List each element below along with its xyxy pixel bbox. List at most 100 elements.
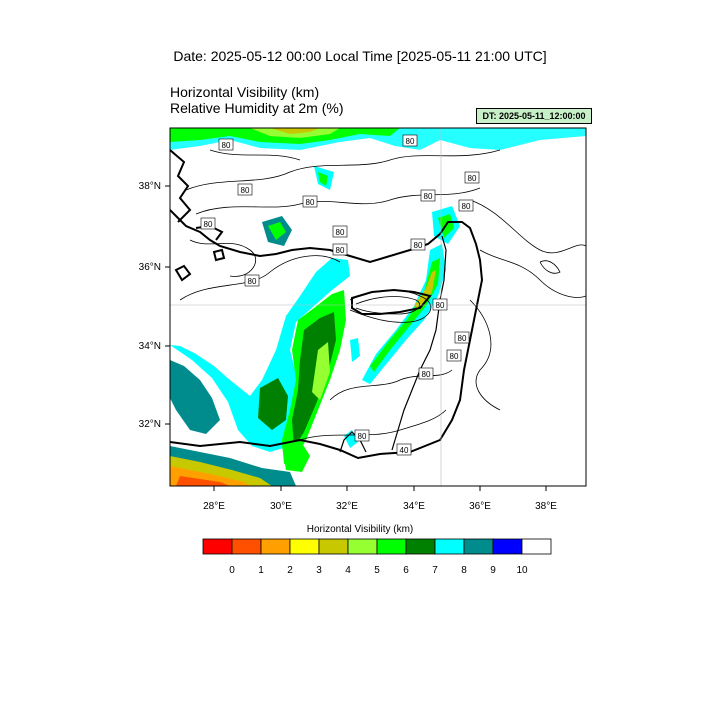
fog-band-north-peak	[270, 128, 320, 134]
contour-label-text: 80	[336, 228, 345, 237]
lon-tick-label: 30°E	[270, 501, 292, 512]
colorbar-tick-label: 2	[287, 565, 293, 576]
fog-region-west-green-patch	[258, 378, 288, 430]
colorbar-swatch	[289, 538, 320, 555]
contour-line	[189, 239, 256, 277]
fog-patch-turkey-1-core	[318, 172, 328, 186]
contour-label-text: 80	[458, 334, 467, 343]
colorbar-tick-label: 10	[516, 565, 528, 576]
contour-label: 80	[302, 195, 318, 208]
contour-label: 80	[354, 429, 370, 442]
colorbar-tick-label: 5	[374, 565, 380, 576]
colorbar-tick-label: 3	[316, 565, 322, 576]
fog-region-plume-light	[312, 342, 330, 400]
coastline-island-small	[212, 248, 226, 262]
lon-tick-label: 28°E	[203, 501, 225, 512]
contour-line	[209, 149, 301, 161]
fog-patch-sinai	[344, 430, 358, 448]
contour-line	[479, 249, 586, 298]
contour-label: 80	[446, 349, 462, 362]
contour-label-text: 80	[358, 432, 367, 441]
colorbar-swatch	[318, 538, 349, 555]
fog-nile-delta	[282, 440, 310, 472]
colorbar-swatch	[405, 538, 436, 555]
colorbar-title: Horizontal Visibility (km)	[306, 524, 414, 535]
contour-line	[329, 369, 453, 401]
colorbar-swatch	[231, 538, 262, 555]
contour-label: 80	[200, 217, 216, 230]
contour-label-text: 80	[306, 198, 315, 207]
colorbar-swatch	[434, 538, 465, 555]
contour-label: 80	[244, 274, 260, 287]
coastline-cyprus	[351, 288, 432, 315]
lat-tick-label: 38°N	[139, 181, 161, 192]
contour-label: 80	[464, 171, 480, 184]
lat-tick-label: 32°N	[139, 419, 161, 430]
contour-label: 80	[218, 138, 234, 151]
colorbar-swatch	[492, 538, 523, 555]
colorbar-swatch	[202, 538, 233, 555]
contour-label-text: 80	[450, 352, 459, 361]
lon-tick-label: 32°E	[336, 501, 358, 512]
map-frame	[169, 127, 587, 487]
fog-patch-sea	[350, 338, 360, 362]
fog-patch-aegean-core	[268, 222, 286, 240]
contour-label-box	[354, 429, 370, 442]
contour-label-box	[332, 225, 348, 238]
contour-line	[299, 409, 447, 441]
contour-label-text: 80	[204, 220, 213, 229]
contour-label: 80	[454, 331, 470, 344]
contour-label-box	[464, 171, 480, 184]
contour-label-text: 80	[406, 137, 415, 146]
dt-badge: DT: 2025-05-11_12:00:00	[476, 108, 592, 124]
contour-label-text: 80	[436, 301, 445, 310]
contour-label-text: 80	[222, 141, 231, 150]
colorbar-tick-label: 0	[229, 565, 235, 576]
border-sinai	[339, 431, 367, 453]
contour-label-text: 80	[424, 192, 433, 201]
coastline-island-crete	[174, 264, 192, 282]
lat-tick-label: 34°N	[139, 341, 161, 352]
variable-label-visibility: Horizontal Visibility (km)	[170, 84, 320, 100]
contour-label-text: 80	[468, 174, 477, 183]
contour-label: 80	[458, 199, 474, 212]
contour-label: 40	[396, 443, 412, 456]
colorbar-swatch	[260, 538, 291, 555]
lat-tick-label: 36°N	[139, 262, 161, 273]
border-lines	[339, 235, 447, 453]
colorbar-swatch	[521, 538, 552, 555]
map-plot: 80 80 80 80 80 80 80 80 80 80 80 80 80 80 80 80 80 40	[170, 128, 586, 486]
contour-label-text: 80	[414, 241, 423, 250]
colorbar: 0 1 2 3 4 5 6 7 8 9 10	[202, 538, 552, 576]
contour-label: 80	[410, 238, 426, 251]
contour-label-box	[402, 134, 418, 147]
colorbar-swatch	[463, 538, 494, 555]
contour-label-group: 80 80 80 80 80 80 80 80 80 80 80 80 80 80 80 80 80 40	[200, 134, 480, 456]
chart-date-title: Date: 2025-05-12 00:00 Local Time [2025-…	[173, 48, 547, 64]
colorbar-tick-label: 4	[345, 565, 351, 576]
colorbar-tick-label: 8	[461, 565, 467, 576]
fog-levant-green	[370, 258, 440, 372]
coastline-main	[170, 209, 484, 460]
longitude-axis: 28°E 30°E 32°E 34°E 36°E 38°E	[203, 486, 557, 512]
contour-label-box	[420, 189, 436, 202]
variable-label-humidity: Relative Humidity at 2m (%)	[170, 100, 344, 116]
lon-tick-label: 36°E	[469, 501, 491, 512]
contour-label-text: 80	[241, 186, 250, 195]
contour-label-box	[432, 298, 448, 311]
contour-label-text: 80	[248, 277, 257, 286]
contour-label-text: 80	[462, 202, 471, 211]
contour-label: 80	[418, 367, 434, 380]
contour-label-box	[200, 217, 216, 230]
contour-label: 80	[332, 243, 348, 256]
contour-label-box	[454, 331, 470, 344]
contour-label-text: 80	[422, 370, 431, 379]
border-levant	[391, 235, 447, 451]
contour-label-box	[332, 243, 348, 256]
colorbar-swatch	[347, 538, 378, 555]
contour-line	[179, 255, 341, 301]
contour-label: 80	[432, 298, 448, 311]
contour-label-box	[410, 238, 426, 251]
contour-label-box	[302, 195, 318, 208]
